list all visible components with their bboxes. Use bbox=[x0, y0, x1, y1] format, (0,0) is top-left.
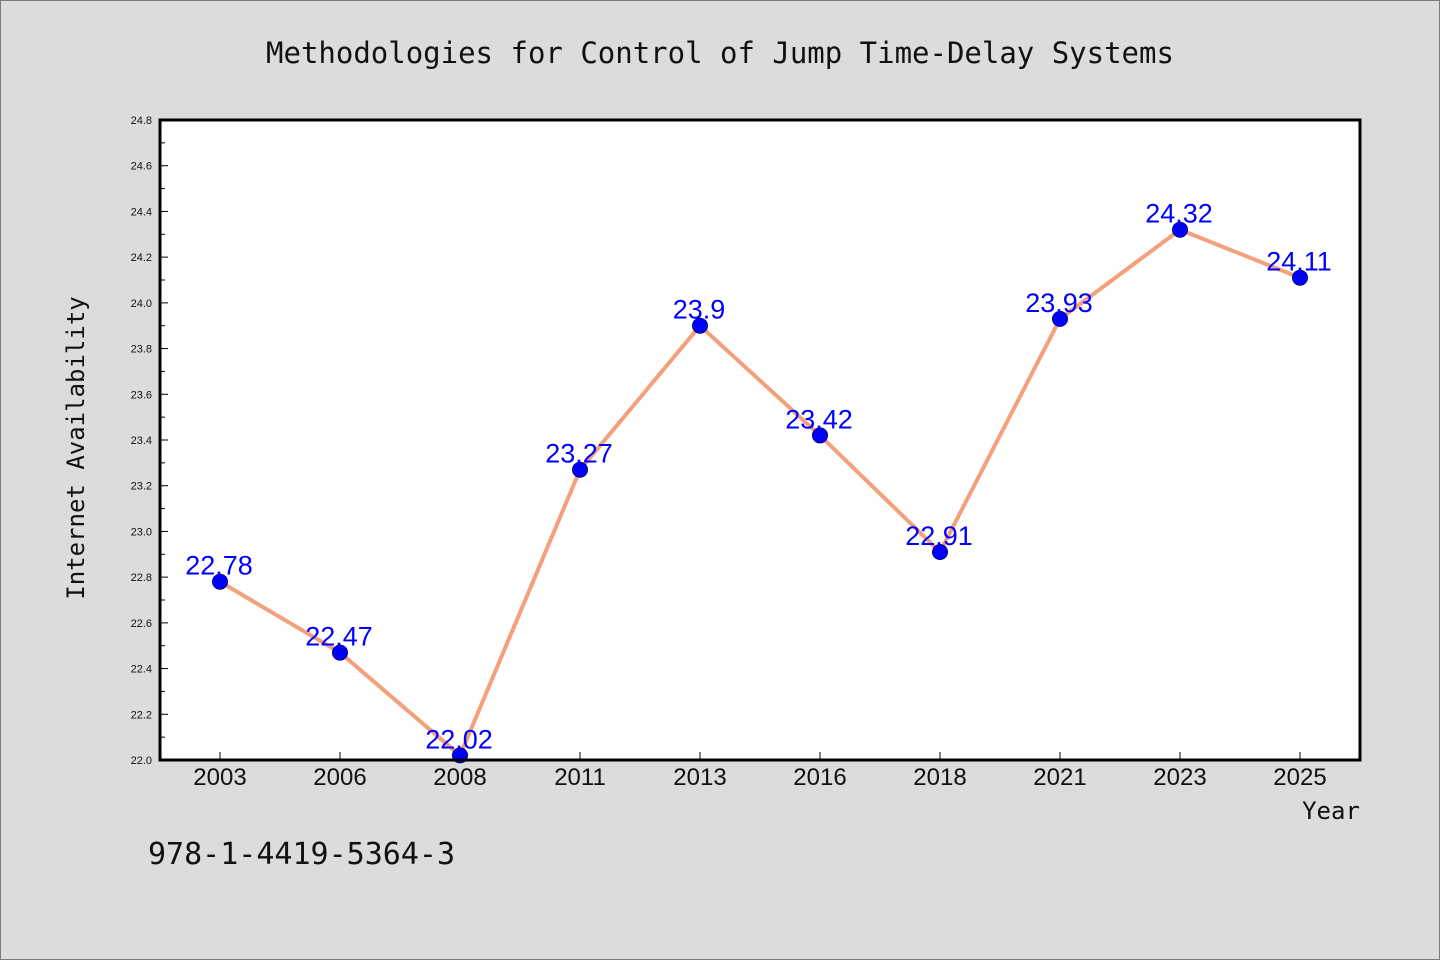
data-point[interactable] bbox=[332, 644, 348, 661]
y-axis-label: Internet Availability bbox=[62, 296, 90, 599]
data-label: 23.93 bbox=[1025, 288, 1093, 318]
data-point[interactable] bbox=[692, 317, 708, 334]
y-tick-label: 24.2 bbox=[131, 252, 152, 264]
y-tick-label: 23.6 bbox=[131, 389, 152, 401]
x-tick-label: 2006 bbox=[313, 764, 366, 791]
y-tick-label: 22.8 bbox=[131, 572, 152, 584]
x-tick-label: 2023 bbox=[1153, 764, 1206, 791]
data-point[interactable] bbox=[572, 461, 588, 478]
y-tick-label: 22.0 bbox=[131, 755, 152, 767]
data-point[interactable] bbox=[932, 544, 948, 560]
x-tick-label: 2003 bbox=[193, 764, 246, 791]
data-label: 23.27 bbox=[545, 439, 613, 469]
data-label: 24.11 bbox=[1266, 247, 1332, 277]
x-tick-label: 2018 bbox=[913, 764, 966, 791]
y-tick-label: 23.8 bbox=[131, 344, 152, 356]
data-label: 23.42 bbox=[785, 404, 853, 434]
y-tick-label: 23.0 bbox=[131, 526, 152, 538]
x-tick-label: 2021 bbox=[1033, 764, 1086, 791]
isbn-footer: 978-1-4419-5364-3 bbox=[148, 837, 455, 872]
plot-border bbox=[158, 118, 1362, 762]
data-label: 24.32 bbox=[1145, 199, 1213, 229]
plot-area bbox=[160, 120, 1360, 760]
x-tick-label: 2013 bbox=[673, 764, 726, 791]
data-label: 22.78 bbox=[185, 551, 253, 581]
x-tick-label: 2011 bbox=[554, 764, 606, 791]
y-tick-label: 23.2 bbox=[131, 481, 152, 493]
chart-title: Methodologies for Control of Jump Time-D… bbox=[266, 36, 1174, 70]
series-line bbox=[218, 227, 1302, 758]
y-tick-label: 24.4 bbox=[131, 206, 152, 218]
data-point[interactable] bbox=[812, 427, 828, 444]
data-label: 22.91 bbox=[905, 521, 973, 551]
y-tick-label: 23.4 bbox=[131, 435, 152, 447]
y-tick-label: 24.8 bbox=[131, 115, 152, 127]
series-layer: 22.78 22.47 22.02 23.27 23.9 23.42 22.91 23.93 2… bbox=[185, 199, 1332, 764]
data-label: 23.9 bbox=[673, 295, 726, 325]
x-tick-label: 2025 bbox=[1273, 764, 1326, 791]
x-axis-label: Year bbox=[1302, 797, 1360, 825]
y-tick-label: 24.6 bbox=[131, 161, 152, 173]
x-axis: 2003 2006 2008 2011 2013 2016 2018 2021 2023 2025 bbox=[193, 752, 1327, 791]
y-tick-label: 22.4 bbox=[131, 664, 152, 676]
data-label: 22.47 bbox=[305, 622, 373, 652]
y-tick-label: 22.2 bbox=[131, 709, 152, 721]
data-point[interactable] bbox=[1292, 269, 1308, 286]
data-point[interactable] bbox=[1172, 221, 1188, 238]
data-label: 22.02 bbox=[425, 724, 493, 754]
y-tick-label: 22.6 bbox=[131, 618, 152, 630]
y-tick-label: 24.0 bbox=[131, 298, 152, 310]
x-tick-label: 2008 bbox=[433, 764, 486, 791]
x-tick-label: 2016 bbox=[793, 764, 846, 791]
data-point[interactable] bbox=[1052, 310, 1068, 327]
y-axis: 22.0 22.2 22.4 22.6 22.8 23.0 23.2 23.4 23.6 23.8… bbox=[131, 115, 168, 767]
data-point[interactable] bbox=[212, 573, 228, 590]
